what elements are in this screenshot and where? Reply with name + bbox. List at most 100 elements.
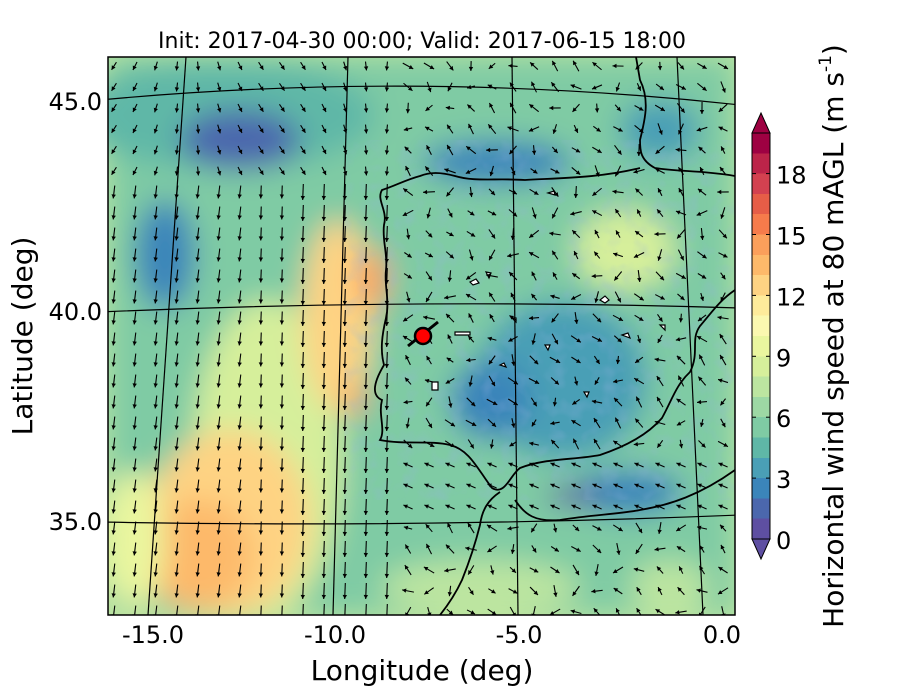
wind-arrow-head [407,443,413,449]
wind-arrow [487,123,497,135]
wind-arrow [552,523,558,533]
wind-arrow [550,168,560,174]
wind-arrow [696,399,708,405]
wind-arrow-head [405,544,410,550]
wind-arrow-head [216,425,221,430]
wind-arrow [363,124,369,134]
wind-arrow [655,462,665,468]
wind-arrow [279,145,285,155]
wind-arrow-head [132,299,137,304]
wind-arrow [237,437,242,451]
wind-arrow [216,332,221,346]
wind-arrow [531,419,537,427]
wind-arrow-head [384,258,390,263]
wind-arrow [635,396,643,408]
wind-arrow-head [532,214,537,219]
wind-arrow [132,166,138,176]
wind-arrow [423,587,435,595]
wind-arrow-head [486,524,492,529]
wind-arrow [300,456,306,474]
wind-arrow-head [174,129,180,134]
wind-arrow-head [405,423,410,429]
wind-arrow [216,248,221,262]
wind-arrow-head [508,337,513,342]
wind-arrow [508,462,518,468]
wind-arrow [657,522,662,534]
wind-arrow-head [237,530,242,535]
wind-arrow [593,251,601,259]
wind-arrow-head [427,232,433,238]
wind-arrow-head [700,235,705,240]
wind-arrow [237,500,242,514]
wind-arrow-head [720,296,725,302]
wind-arrow [195,166,201,176]
wind-arrow [508,504,518,510]
wind-arrow-head [279,404,285,409]
wind-arrow [195,290,200,304]
wind-arrow-head [342,237,348,242]
wind-arrow-head [638,316,644,321]
wind-arrow [321,246,327,264]
wind-arrow [507,253,519,258]
wind-arrow [279,103,285,113]
wind-arrow-head [216,509,221,514]
wind-arrow [592,61,602,71]
wind-arrow [571,546,581,552]
wind-arrow-head [552,129,557,134]
y-axis-label: Latitude (deg) [6,237,39,436]
wind-arrow [237,124,243,134]
wind-arrow-head [491,381,495,387]
wind-arrow-head [300,342,306,347]
wind-arrow [574,312,579,324]
wind-arrow-head [466,357,471,363]
wind-arrow [153,374,158,388]
wind-arrow-head [237,341,242,346]
wind-arrow-head [487,548,492,553]
wind-arrow-head [487,483,492,488]
wind-arrow-head [280,128,285,133]
wind-arrow-head [216,320,221,325]
wind-arrow-head [699,565,704,571]
speed-region [572,470,683,515]
wind-arrow [655,608,665,615]
wind-arrow-head [681,85,686,90]
wind-arrow-head [111,320,116,325]
wind-arrow-head [132,170,137,176]
wind-arrow-head [635,65,640,70]
wind-arrow [153,458,158,472]
wind-arrow [488,188,496,196]
wind-arrow-head [678,188,683,193]
wind-arrow-head [592,483,597,488]
wind-arrow [174,311,179,325]
wind-arrow [656,439,664,449]
wind-arrow-head [572,230,577,235]
wind-arrow-head [300,447,306,452]
wind-arrow-head [426,401,431,407]
wind-arrow-head [510,549,516,554]
wind-arrow-head [701,274,707,279]
wind-arrow [404,377,412,385]
wind-arrow [698,354,706,366]
wind-arrow [174,332,179,346]
wind-arrow-head [447,522,452,528]
wind-arrow [386,603,388,615]
wind-arrow [384,145,390,155]
wind-arrow [697,376,707,386]
wind-arrow [279,416,285,430]
wind-arrow [467,335,475,343]
wind-arrow-shaft [155,605,158,615]
wind-arrow-head [237,446,242,451]
wind-arrow [216,584,221,598]
wind-arrow-head [301,149,306,154]
wind-arrow-head [153,593,158,598]
wind-arrow-head [696,211,702,216]
wind-arrow [657,314,663,322]
wind-arrow [363,166,369,176]
wind-arrow [634,230,644,238]
wind-arrow [216,269,221,283]
wind-arrow [529,462,539,468]
wind-arrow-head [384,447,390,452]
wind-arrow-head [678,375,683,381]
x-tick-label: -10.0 [304,621,366,649]
wind-arrow-head [132,404,137,409]
